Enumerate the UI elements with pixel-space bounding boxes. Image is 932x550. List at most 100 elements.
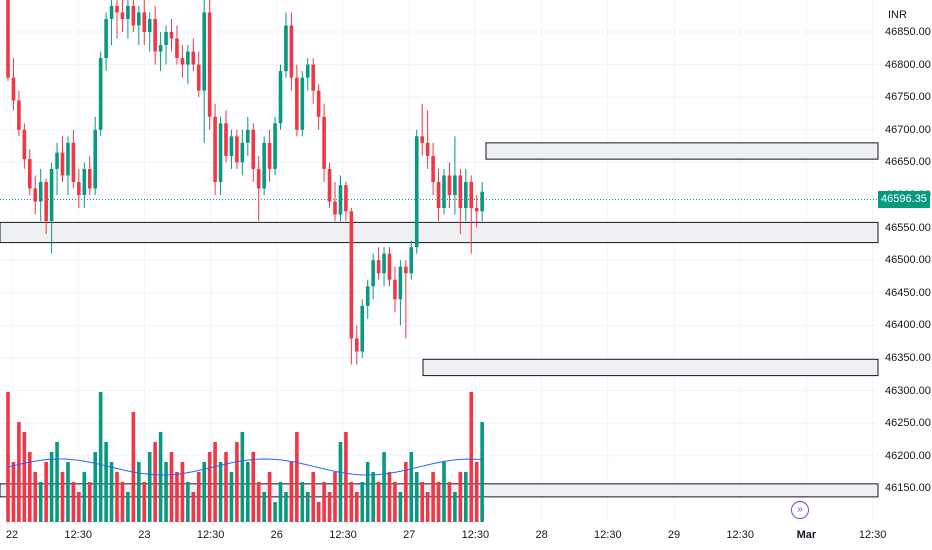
volume-bar (191, 492, 196, 522)
volume-bar (49, 452, 54, 522)
price-tick-label: 46400.00 (885, 319, 931, 332)
volume-bar (284, 492, 288, 522)
volume-bar (104, 442, 108, 522)
time-tick-label: 12:30 (858, 529, 887, 541)
price-tick-label: 46150.00 (885, 482, 931, 495)
volume-bar (33, 472, 38, 522)
volume-bar (387, 472, 392, 522)
candle-body (338, 185, 343, 215)
candle-body (180, 58, 185, 65)
candle-body (273, 123, 277, 169)
candle-body (191, 51, 196, 65)
candle-body (17, 100, 21, 130)
volume-bar (262, 492, 266, 522)
price-tick-label: 46800.00 (885, 58, 931, 71)
time-tick-label: 27 (403, 529, 416, 541)
price-tick-label: 46650.00 (885, 156, 931, 169)
candle-body (147, 18, 152, 32)
volume-bar (6, 392, 10, 522)
candle-body (104, 18, 108, 59)
price-tick-label: 46550.00 (885, 221, 931, 234)
price-tick-label: 46750.00 (885, 91, 931, 104)
candle-body (98, 58, 103, 130)
volume-bar (137, 462, 141, 522)
volume-bar (349, 482, 354, 522)
volume-bar (17, 422, 21, 522)
volume-bar (409, 452, 414, 522)
volume-bar (420, 482, 424, 522)
volume-bar (82, 472, 87, 522)
price-tick-label: 46450.00 (885, 286, 931, 299)
volume-bar (398, 492, 403, 522)
candle-body (295, 77, 299, 130)
candle-body (77, 181, 81, 195)
candle-body (71, 142, 76, 182)
candle-body (175, 38, 179, 59)
volume-bar (360, 482, 365, 522)
candle-body (109, 5, 114, 19)
candle-body (442, 175, 446, 209)
candle-body (349, 211, 354, 339)
volume-bar (147, 452, 152, 522)
volume-bar (115, 472, 119, 522)
volume-bar (22, 432, 27, 522)
volume-bar (355, 492, 359, 522)
candle-body (44, 181, 48, 222)
volume-bar (186, 482, 190, 522)
candle-body (55, 152, 59, 169)
candle-body (458, 175, 463, 209)
candle-body (229, 136, 234, 156)
candle-body (322, 116, 326, 169)
volume-bar (109, 462, 114, 522)
time-tick-label: 12:30 (64, 529, 92, 541)
candle-body (284, 25, 288, 72)
volume-bar (169, 452, 174, 522)
time-tick-label: 28 (535, 529, 548, 541)
candle-body (420, 136, 424, 143)
volume-bar (316, 502, 321, 522)
candle-body (213, 116, 217, 182)
chart-grid (0, 0, 878, 522)
volume-bar (77, 492, 81, 522)
currency-label[interactable]: INR (878, 4, 928, 26)
candle-body (311, 64, 315, 91)
volume-bar (376, 482, 381, 522)
candle-body (469, 181, 474, 209)
volume-bar (180, 462, 185, 522)
volume-bar (300, 482, 305, 522)
volume-bar (213, 442, 217, 522)
price-tick-label: 46700.00 (885, 123, 931, 136)
candle-body (28, 159, 32, 189)
volume-bar (251, 452, 256, 522)
scroll-to-realtime-button[interactable]: » (791, 501, 809, 519)
volume-bar (311, 472, 315, 522)
time-tick-label: 26 (270, 529, 283, 541)
volume-bar (71, 482, 76, 522)
price-tick-label: 46250.00 (885, 417, 931, 430)
candle-body (66, 142, 70, 176)
zone-box (422, 358, 879, 377)
volume-bar (175, 472, 179, 522)
volume-bar (344, 432, 348, 522)
volume-bar (38, 482, 43, 522)
volume-bar (240, 432, 245, 522)
candle-body (262, 142, 266, 189)
candle-body (224, 123, 228, 156)
time-tick-label: 29 (667, 529, 681, 541)
volume-bar (246, 462, 250, 522)
candle-body (425, 142, 430, 156)
candle-body (414, 136, 419, 248)
volume-bar (44, 462, 48, 522)
volume-bar (278, 482, 283, 522)
candle-body (409, 247, 414, 274)
candle-body (267, 142, 272, 169)
candle-body (251, 129, 256, 169)
volume-bar (431, 472, 435, 522)
volume-bar (333, 472, 337, 522)
volume-bar (142, 482, 147, 522)
volume-bar (267, 472, 272, 522)
volume-bar (164, 462, 168, 522)
time-tick-label: 12:30 (594, 529, 622, 541)
volume-bar (322, 482, 326, 522)
